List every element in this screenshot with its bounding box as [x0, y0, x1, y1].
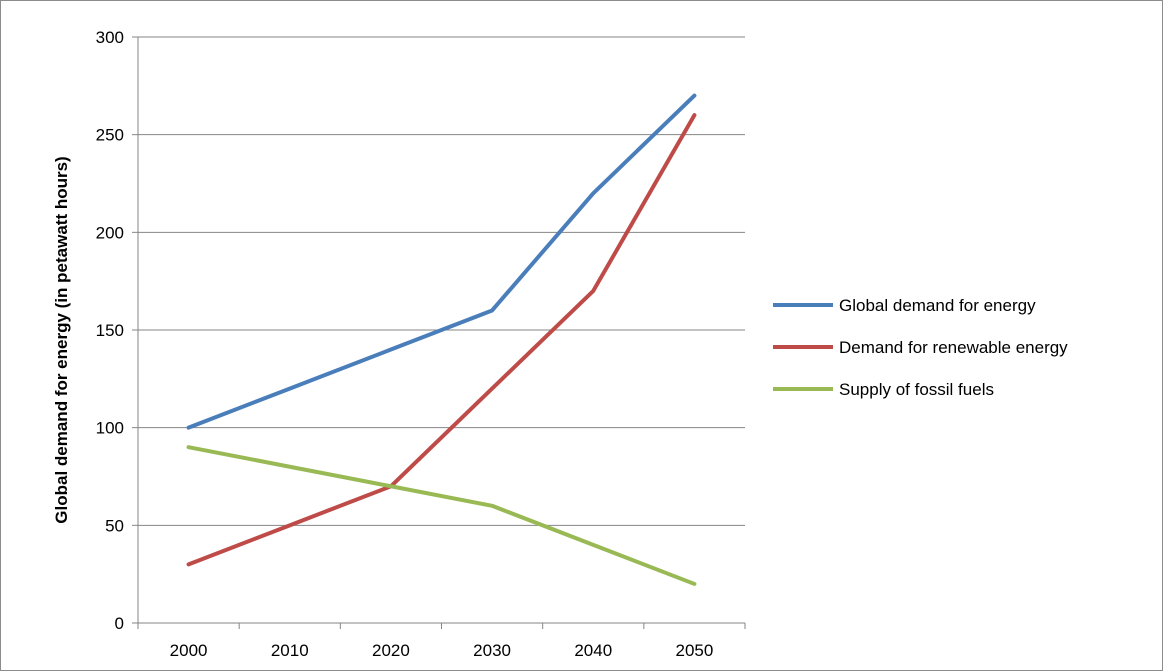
series-line-2	[186, 113, 697, 567]
gridlines	[138, 36, 745, 526]
legend-label: Demand for renewable energy	[839, 338, 1068, 357]
x-tick-label: 2040	[574, 641, 612, 660]
series-line-1	[186, 93, 697, 430]
x-tick-label: 2030	[473, 641, 511, 660]
y-tick-label: 200	[96, 223, 124, 242]
legend: Global demand for energy Demand for renew…	[773, 296, 1068, 399]
x-tick-labels: 2000 2010 2020 2030 2040 2050	[170, 641, 714, 660]
x-tick-label: 2010	[271, 641, 309, 660]
y-tick-label: 0	[115, 614, 124, 633]
x-tick-label: 2050	[676, 641, 714, 660]
legend-label: Global demand for energy	[839, 296, 1036, 315]
y-tick-label: 300	[96, 28, 124, 47]
series-line-3	[186, 445, 697, 586]
series-lines	[186, 93, 697, 586]
y-tick-label: 250	[96, 126, 124, 145]
y-tick-label: 50	[105, 516, 124, 535]
legend-label: Supply of fossil fuels	[839, 380, 994, 399]
y-tick-label: 100	[96, 419, 124, 438]
y-tick-label: 150	[96, 321, 124, 340]
x-tick-label: 2020	[372, 641, 410, 660]
y-axis-title: Global demand for energy (in petawatt ho…	[52, 156, 71, 523]
axes	[132, 36, 746, 629]
y-tick-labels: 0 50 100 150 200 250 300	[96, 28, 124, 633]
x-tick-label: 2000	[170, 641, 208, 660]
